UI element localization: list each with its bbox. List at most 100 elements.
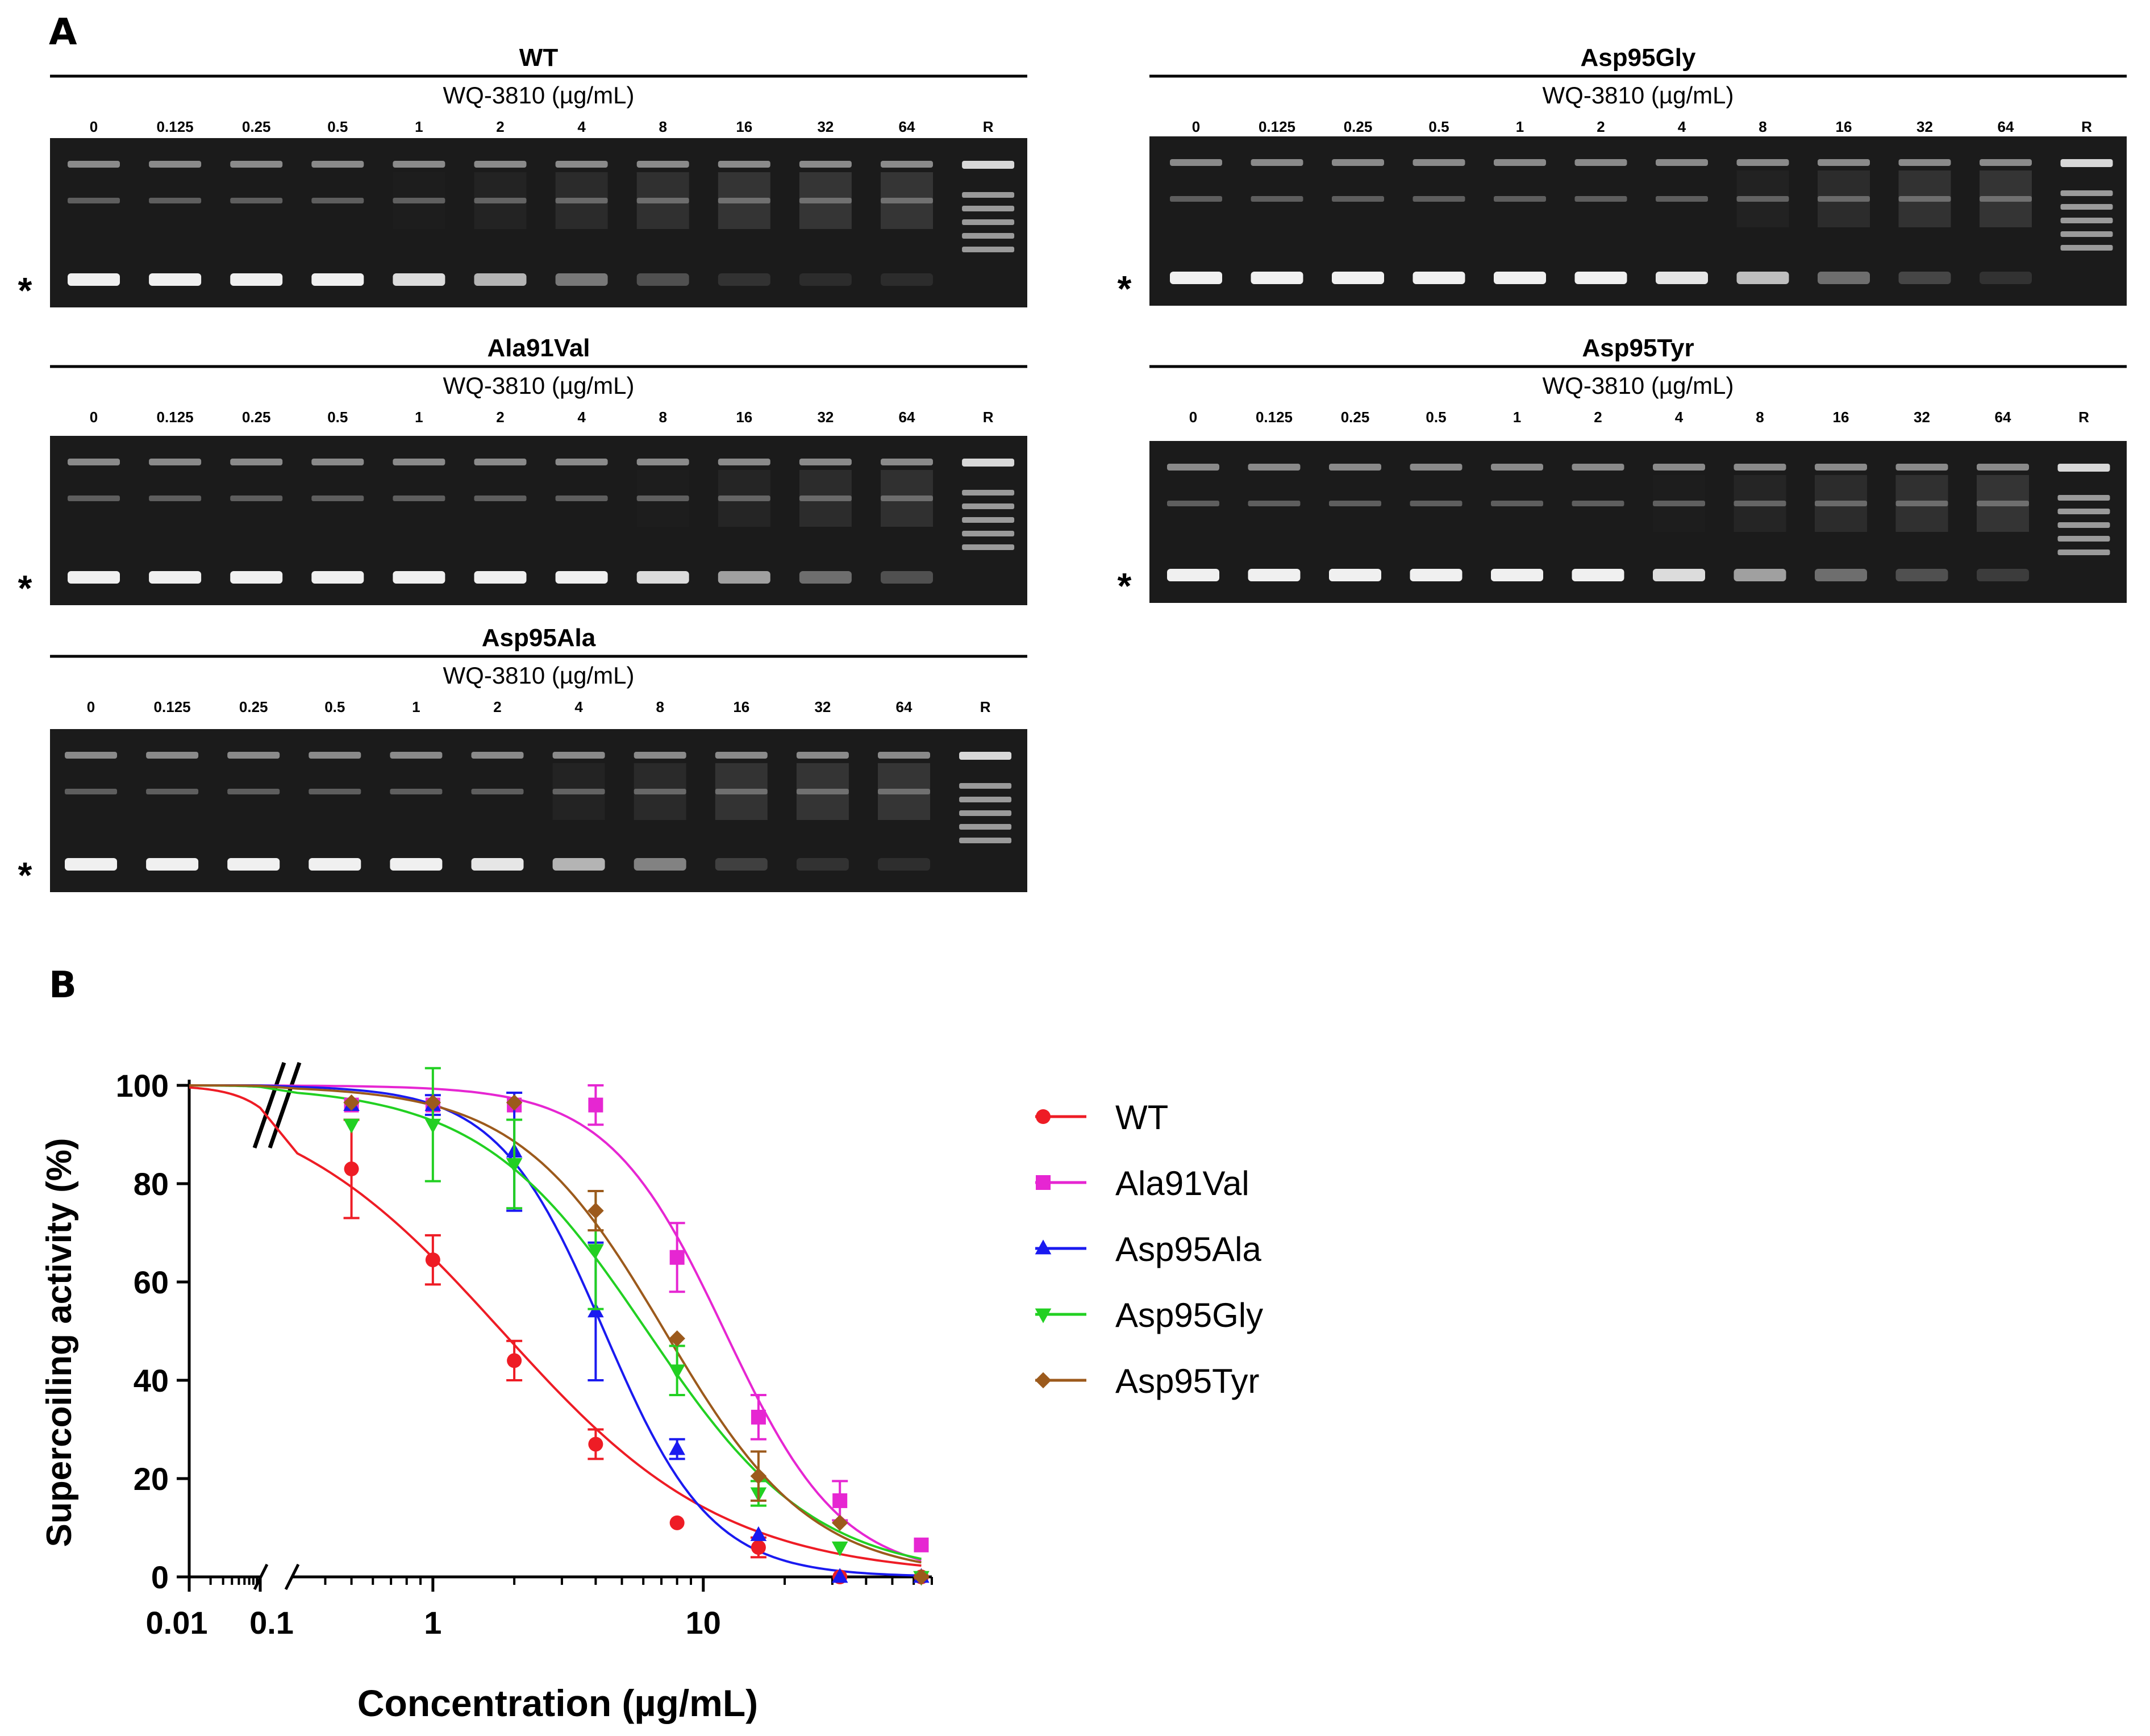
gel-band	[1572, 501, 1624, 506]
gel-band	[1251, 159, 1303, 166]
gel-band	[1653, 501, 1705, 506]
data-point-wt	[425, 1252, 440, 1268]
gel-band	[1895, 464, 1948, 471]
gel-smear	[881, 470, 933, 527]
lane-label: 32	[814, 698, 831, 715]
gel-band	[1898, 159, 1951, 166]
gel-band	[393, 161, 445, 168]
gel-band	[309, 752, 361, 759]
gel-band	[636, 459, 689, 465]
gel-band	[2057, 464, 2110, 472]
gel-band	[881, 496, 933, 501]
gel-smear	[1737, 170, 1789, 227]
gel-band-supercoiled	[390, 858, 443, 871]
gel-band	[1494, 159, 1546, 166]
gel-band-supercoiled	[474, 273, 527, 286]
gel-band-supercoiled	[1653, 569, 1705, 581]
gel-band	[962, 503, 1015, 509]
gel-smear	[393, 172, 445, 229]
lane-label: 4	[1675, 409, 1684, 426]
gel-band	[1170, 196, 1222, 202]
gel-band	[2057, 495, 2110, 501]
gel-band	[715, 789, 768, 794]
gel-band	[68, 459, 120, 465]
gel-band	[474, 161, 527, 168]
lane-label: 0.5	[1428, 118, 1449, 135]
curve-break-mark	[252, 1061, 286, 1149]
gel-band	[393, 198, 445, 203]
gel-band-supercoiled	[715, 858, 768, 871]
gel-band	[1329, 501, 1381, 506]
gel-band	[474, 496, 527, 501]
lane-label: 4	[1678, 118, 1686, 135]
gel-band	[393, 459, 445, 465]
gel-band	[962, 459, 1015, 467]
gel-band	[718, 459, 770, 465]
lane-label: 1	[415, 409, 423, 426]
gel-band	[227, 752, 280, 759]
data-point-asp95gly	[588, 1244, 604, 1259]
gel-title: Asp95Gly	[1581, 44, 1697, 72]
gel-smear	[796, 763, 849, 820]
lane-label: 2	[496, 409, 504, 426]
gel-band-supercoiled	[311, 571, 364, 584]
lane-label: 8	[1759, 118, 1766, 135]
gel-band-supercoiled	[1410, 569, 1463, 581]
gel-band-supercoiled	[799, 273, 852, 286]
gel-band-supercoiled	[1572, 569, 1624, 581]
x-axis-label: Concentration (µg/mL)	[357, 1682, 758, 1724]
gel-band	[552, 789, 605, 794]
gel-band-supercoiled	[555, 571, 608, 584]
gel-band	[959, 838, 1012, 843]
gel-band	[2060, 204, 2113, 210]
gel-band-supercoiled	[1977, 569, 2029, 581]
gel-band	[311, 496, 364, 501]
lane-label: 0.125	[157, 409, 194, 426]
gel-band	[2057, 509, 2110, 514]
lane-label: 32	[817, 409, 834, 426]
dose-response-chart: 0 20 40 60 80 100 0.01 0.1 1 10 Concentration (µg/…	[40, 1061, 1263, 1724]
gel-band-supercoiled	[471, 858, 524, 871]
data-point-asp95ala	[831, 1568, 848, 1583]
gel-band	[68, 496, 120, 501]
gel-band-supercoiled	[1251, 272, 1303, 284]
gel-smear	[636, 172, 689, 229]
gel-band	[959, 810, 1012, 816]
gel-band-supercoiled	[1494, 272, 1546, 284]
gel-band-supercoiled	[1895, 569, 1948, 581]
lane-label: 0.25	[242, 409, 271, 426]
gel-band-supercoiled	[149, 273, 202, 286]
gel-band	[390, 752, 443, 759]
gel-band	[799, 496, 852, 501]
gel-band	[636, 161, 689, 168]
data-point-asp95gly	[831, 1541, 848, 1556]
lane-label: 0	[1192, 118, 1200, 135]
gel-band-supercoiled	[881, 571, 933, 584]
gel-band-supercoiled	[718, 273, 770, 286]
lane-label: 0.25	[1341, 409, 1370, 426]
gel-band	[962, 206, 1015, 211]
gel-band	[634, 752, 686, 759]
data-point-asp95tyr	[424, 1094, 441, 1111]
gel-band-supercoiled	[146, 858, 199, 871]
gel-band-supercoiled	[149, 571, 202, 584]
lane-label: 64	[1998, 118, 2014, 135]
lane-label: 16	[733, 698, 749, 715]
lane-label: 2	[1597, 118, 1605, 135]
gel-band-supercoiled	[311, 273, 364, 286]
lane-label: 0.25	[1344, 118, 1373, 135]
gel-band-supercoiled	[552, 858, 605, 871]
gel-band	[1574, 159, 1627, 166]
lane-label: 0	[90, 118, 98, 135]
data-point-asp95tyr	[913, 1568, 930, 1585]
gel-title: Ala91Val	[487, 334, 590, 362]
gel-band	[2060, 159, 2113, 167]
y-axis-label: Supercoiling activity (%)	[40, 1138, 79, 1547]
gel-band	[555, 198, 608, 203]
panel-b-letter: B	[49, 964, 77, 1006]
y-tick-label: 80	[134, 1166, 169, 1202]
gel-band	[1170, 159, 1222, 166]
gel-axis-label: WQ-3810 (µg/mL)	[443, 662, 635, 689]
gel-axis-label: WQ-3810 (µg/mL)	[1543, 372, 1734, 399]
data-point-asp95gly	[343, 1118, 360, 1134]
